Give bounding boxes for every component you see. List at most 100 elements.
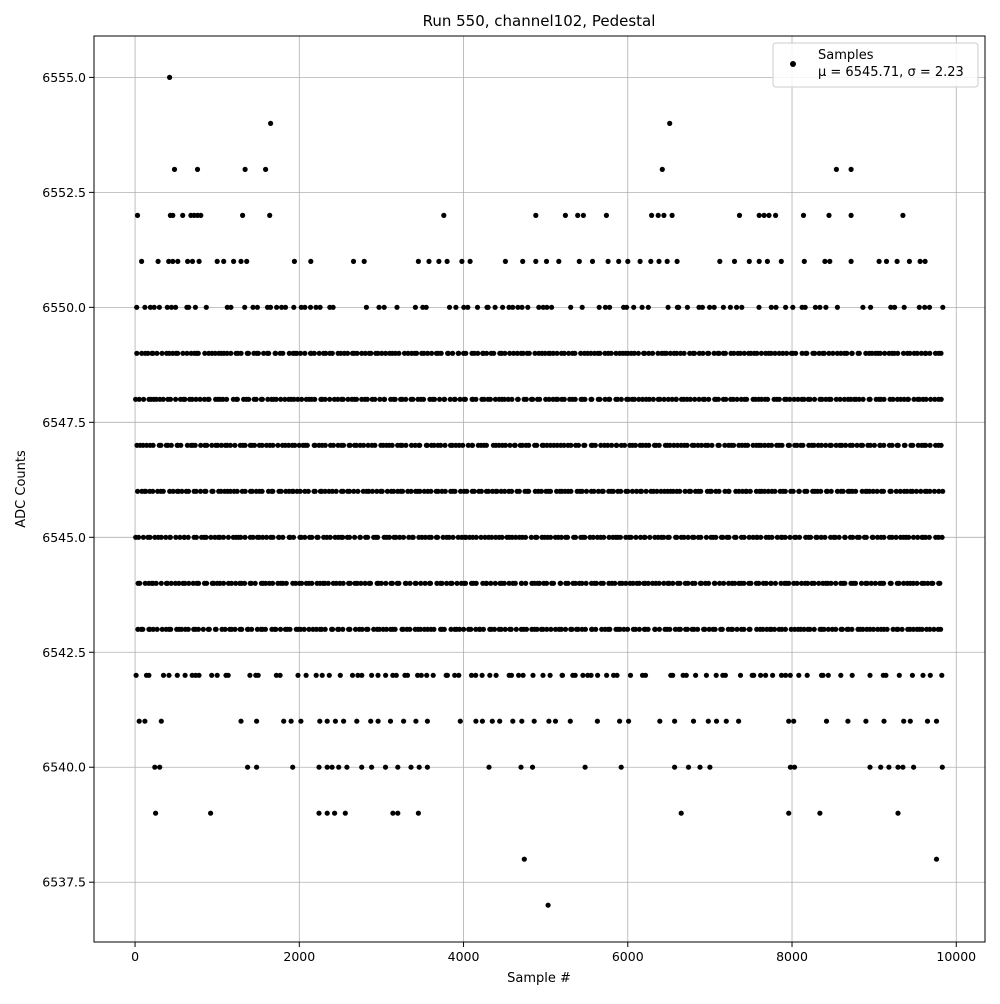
data-point: [196, 672, 202, 678]
data-point: [294, 350, 300, 356]
data-point: [153, 396, 159, 402]
data-point: [444, 258, 450, 264]
data-point: [447, 396, 453, 402]
data-point: [445, 350, 451, 356]
data-point: [540, 626, 546, 632]
data-point: [221, 258, 227, 264]
data-point: [160, 672, 167, 678]
data-point: [408, 442, 415, 448]
data-point: [630, 580, 636, 586]
data-point: [572, 580, 579, 586]
data-point: [418, 672, 424, 678]
data-point: [783, 304, 789, 310]
data-point: [369, 672, 375, 678]
data-point: [726, 488, 732, 494]
data-point: [415, 672, 421, 678]
data-point: [395, 764, 401, 770]
data-point: [562, 626, 569, 632]
data-point: [737, 672, 744, 678]
data-point: [194, 166, 201, 172]
data-point: [807, 396, 813, 402]
data-point: [344, 764, 350, 770]
data-point: [442, 396, 448, 402]
data-point: [820, 672, 826, 678]
data-point: [245, 764, 251, 770]
data-point: [400, 626, 406, 632]
data-point: [502, 488, 508, 494]
data-point: [415, 258, 421, 264]
y-tick-label: 6545.0: [42, 530, 86, 545]
data-point: [514, 350, 520, 356]
data-point: [684, 304, 691, 310]
data-point: [173, 396, 179, 402]
data-point: [691, 350, 698, 356]
data-point: [512, 580, 518, 586]
data-point: [854, 442, 860, 448]
data-point: [279, 304, 285, 310]
data-point: [404, 672, 411, 678]
data-point: [822, 534, 828, 540]
data-point: [597, 396, 603, 402]
data-point: [463, 534, 469, 540]
data-point: [617, 626, 623, 632]
data-point: [154, 350, 160, 356]
data-point: [717, 258, 723, 264]
data-point: [727, 304, 734, 310]
data-point: [925, 580, 931, 586]
data-point: [193, 396, 199, 402]
data-point: [811, 396, 818, 402]
data-point: [685, 764, 692, 770]
data-point: [340, 534, 346, 540]
data-point: [746, 534, 752, 540]
data-point: [648, 258, 654, 264]
data-point: [281, 718, 287, 724]
data-point: [383, 580, 389, 586]
data-point: [754, 534, 760, 540]
data-point: [182, 672, 188, 678]
data-point: [572, 672, 578, 678]
data-point: [456, 672, 462, 678]
data-point: [531, 718, 537, 724]
data-point: [817, 810, 823, 816]
data-point: [254, 764, 260, 770]
data-point: [904, 488, 910, 494]
data-point: [249, 488, 255, 494]
data-point: [224, 350, 230, 356]
data-point: [286, 350, 292, 356]
data-point: [175, 258, 181, 264]
data-point: [807, 626, 813, 632]
data-point: [582, 764, 588, 770]
data-point: [221, 580, 227, 586]
data-point: [720, 534, 726, 540]
data-point: [572, 534, 579, 540]
data-point: [722, 672, 729, 678]
data-point: [676, 304, 682, 310]
data-point: [291, 304, 297, 310]
data-point: [302, 304, 308, 310]
data-point: [473, 534, 479, 540]
data-point: [350, 258, 357, 264]
data-point: [330, 442, 336, 448]
data-point: [605, 442, 611, 448]
data-point: [652, 626, 658, 632]
data-point: [548, 626, 554, 632]
data-point: [510, 304, 516, 310]
data-point: [372, 442, 378, 448]
data-point: [645, 580, 651, 586]
data-point: [368, 350, 374, 356]
data-point: [823, 304, 829, 310]
data-point: [843, 442, 849, 448]
data-point: [295, 672, 301, 678]
data-point: [931, 488, 938, 494]
data-point: [796, 534, 803, 540]
data-point: [544, 626, 550, 632]
data-point: [209, 442, 215, 448]
data-point: [136, 396, 142, 402]
data-point: [378, 580, 384, 586]
x-axis: 0 2000 4000 6000 8000 10000: [131, 942, 976, 964]
data-point: [940, 304, 946, 310]
data-point: [228, 304, 234, 310]
data-point: [416, 764, 422, 770]
data-point: [515, 304, 521, 310]
data-point: [410, 534, 416, 540]
